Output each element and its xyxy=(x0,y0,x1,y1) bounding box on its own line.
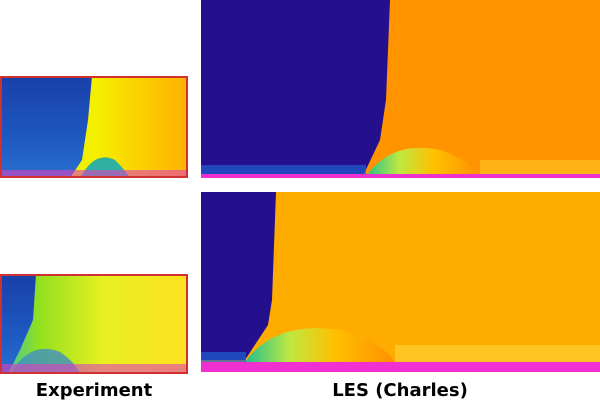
les-label: LES (Charles) xyxy=(332,380,468,401)
wall-layer xyxy=(0,170,188,178)
pre-shock-region xyxy=(201,192,276,360)
panel-border xyxy=(0,76,188,178)
wall-layer xyxy=(0,364,188,374)
wall-layer xyxy=(201,362,600,372)
les-top-panel xyxy=(201,0,600,178)
experiment-label: Experiment xyxy=(36,380,153,401)
separation-bubble xyxy=(365,147,480,178)
pre-shock-region xyxy=(0,76,92,178)
experiment-bottom-panel xyxy=(0,274,188,374)
wall-layer xyxy=(201,174,600,178)
separation-bubble xyxy=(245,328,395,362)
boundary-layer xyxy=(395,345,600,362)
pre-shock-region xyxy=(201,0,390,178)
pre-shock-region xyxy=(0,274,36,374)
experiment-top-panel xyxy=(0,76,188,178)
panel-border xyxy=(0,274,188,374)
boundary-layer xyxy=(201,352,246,364)
les-bottom-panel xyxy=(201,192,600,372)
boundary-layer xyxy=(480,160,600,178)
